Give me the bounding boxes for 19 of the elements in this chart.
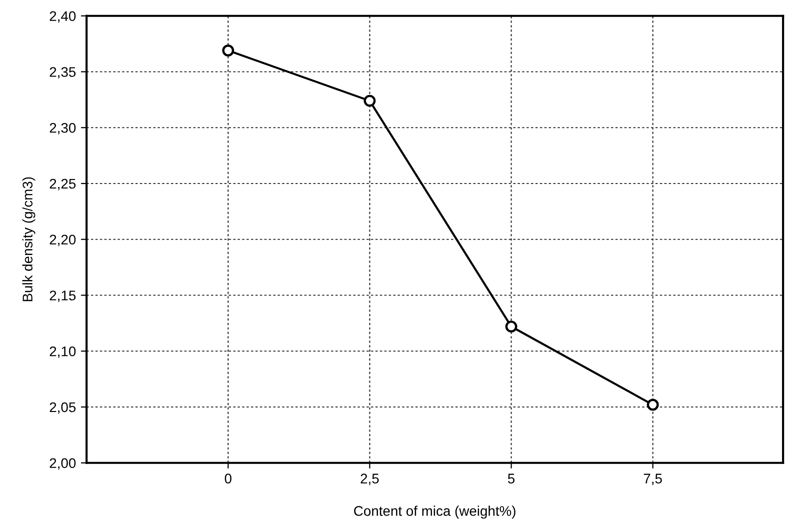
y-axis-title: Bulk density (g/cm3)	[22, 177, 36, 302]
y-tick-label: 2,20	[50, 234, 76, 246]
point	[505, 320, 518, 333]
x-axis-title: Content of mica (weight%)	[354, 506, 516, 519]
y-tick-label: 2,30	[50, 122, 76, 134]
y-tick-label: 2,10	[50, 346, 76, 358]
point	[364, 94, 376, 107]
y-tick-label: 2,00	[50, 458, 76, 470]
y-tick-label: 2,15	[50, 290, 76, 302]
y-tick-label: 2,25	[50, 178, 76, 190]
y-tick-label: 2,05	[50, 402, 76, 414]
y-tick-label: 2,35	[50, 67, 76, 79]
x-tick-label: 7,5	[644, 474, 662, 486]
y-tick-label: 2,40	[50, 11, 76, 23]
x-tick-label: 2,5	[360, 474, 379, 486]
x-tick-label: 5	[508, 474, 515, 484]
point	[222, 44, 234, 56]
point	[646, 398, 659, 411]
x-tick-label: 0	[224, 474, 232, 484]
